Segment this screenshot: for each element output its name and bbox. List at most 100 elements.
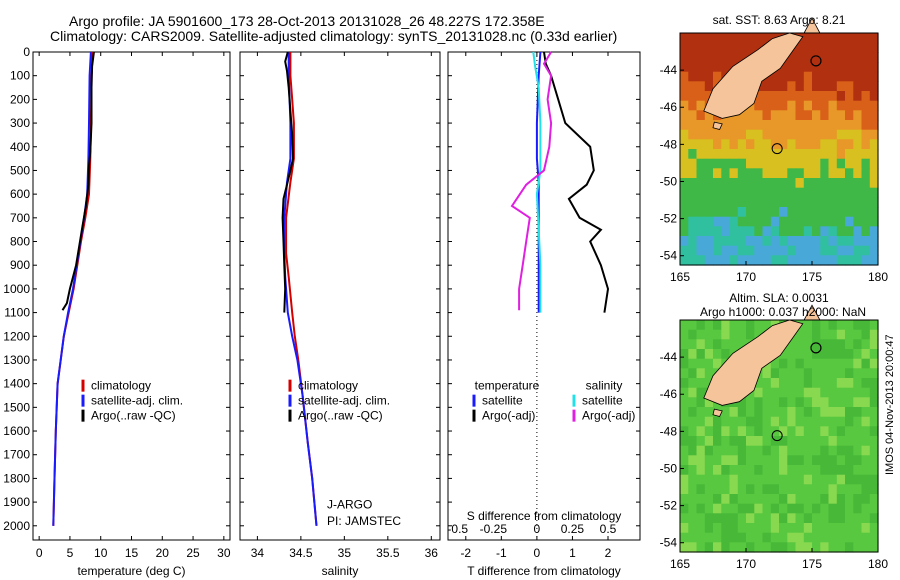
map-cell	[828, 62, 838, 73]
map-cell	[845, 62, 854, 73]
map-cell	[696, 503, 706, 514]
map-cell	[836, 407, 846, 418]
map-cell	[696, 484, 706, 495]
map-cell	[803, 474, 813, 485]
map-cell	[836, 81, 846, 92]
map-cell	[861, 236, 871, 247]
map-cell	[787, 532, 797, 543]
map-cell	[812, 503, 821, 514]
map-cell	[869, 358, 879, 369]
map-cell	[696, 523, 706, 534]
map-cell	[680, 532, 689, 543]
map-cell	[729, 33, 739, 44]
map-cell	[737, 245, 747, 256]
map-cell	[828, 513, 838, 524]
map-cell	[812, 42, 821, 53]
sdiff-tick-label: 0	[534, 522, 541, 536]
panel2-xtick-label: 35.5	[376, 546, 400, 560]
map-cell	[828, 349, 838, 360]
map1-stewart-island	[712, 121, 723, 130]
map-cell	[812, 426, 821, 437]
map-cell	[680, 255, 689, 266]
map-cell	[762, 129, 772, 140]
map1-xtick-label: 170	[736, 270, 756, 284]
map-cell	[762, 436, 772, 447]
map-cell	[688, 255, 698, 266]
map-cell	[853, 255, 863, 266]
map-cell	[762, 207, 772, 218]
depth-tick-label: 1800	[3, 471, 30, 485]
map-cell	[853, 187, 863, 198]
map-cell	[869, 542, 879, 553]
map-cell	[704, 532, 714, 543]
map-cell	[721, 465, 731, 476]
map-cell	[795, 139, 805, 150]
map-cell	[820, 339, 830, 350]
map-cell	[713, 226, 722, 237]
map-cell	[721, 42, 731, 53]
panel2-xtick-label: 35	[338, 546, 352, 560]
map-cell	[713, 62, 722, 73]
map-cell	[680, 216, 689, 227]
map-cell	[762, 158, 772, 169]
map-cell	[861, 120, 871, 131]
map2-xtick-label: 165	[670, 557, 690, 571]
map-cell	[795, 455, 805, 466]
map-cell	[861, 129, 871, 140]
map-cell	[853, 436, 863, 447]
map-cell	[803, 236, 813, 247]
panel1-xlabel: temperature (deg C)	[77, 564, 185, 578]
map-cell	[713, 503, 722, 514]
map-cell	[704, 320, 714, 331]
map-cell	[787, 523, 797, 534]
sdiff-xlabel: S difference from climatology	[467, 509, 622, 523]
map-cell	[737, 494, 747, 505]
map-cell	[704, 62, 714, 73]
map-cell	[795, 426, 805, 437]
map-cell	[737, 484, 747, 495]
map-cell	[836, 120, 846, 131]
map-cell	[729, 329, 739, 340]
map-cell	[836, 494, 846, 505]
map-cell	[770, 100, 780, 111]
map-cell	[836, 523, 846, 534]
map-cell	[688, 407, 698, 418]
map-cell	[680, 339, 689, 350]
map-cell	[820, 368, 830, 379]
map-cell	[688, 71, 698, 82]
map-cell	[770, 120, 780, 131]
map1-land	[703, 32, 804, 119]
map-cell	[746, 426, 755, 437]
map-cell	[688, 484, 698, 495]
map1-rise-marker-2	[810, 55, 822, 67]
figure-title-line1: Argo profile: JA 5901600_173 28-Oct-2013…	[69, 13, 545, 29]
map-cell	[845, 168, 854, 179]
map-cell	[704, 149, 714, 160]
map-cell	[680, 378, 689, 389]
depth-tick-label: 1600	[3, 424, 30, 438]
map-cell	[754, 474, 764, 485]
map2-ytick-label: -48	[660, 424, 678, 438]
map-cell	[795, 368, 805, 379]
map-cell	[737, 416, 747, 427]
map-cell	[812, 245, 821, 256]
map-cell	[812, 542, 821, 553]
map-cell	[696, 387, 706, 398]
map-cell	[853, 513, 863, 524]
map-cell	[704, 120, 714, 131]
map-cell	[869, 436, 879, 447]
map-cell	[762, 236, 772, 247]
map-cell	[696, 149, 706, 160]
map-cell	[770, 226, 780, 237]
map-cell	[754, 158, 764, 169]
map-cell	[688, 455, 698, 466]
map-cell	[696, 52, 706, 63]
map-cell	[770, 245, 780, 256]
map-cell	[861, 52, 871, 63]
map-cell	[770, 445, 780, 456]
map-cell	[820, 532, 830, 543]
panel3-series-line	[532, 51, 542, 313]
map-cell	[762, 110, 772, 121]
map-cell	[696, 71, 706, 82]
